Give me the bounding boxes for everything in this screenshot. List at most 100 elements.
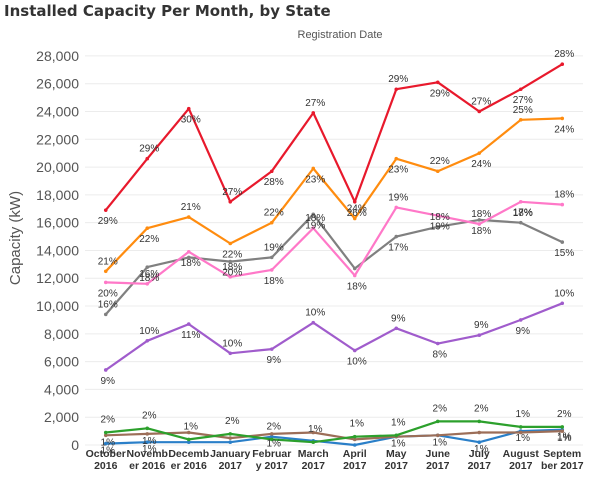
series-line (105, 117, 563, 273)
series-point (560, 62, 565, 67)
data-label: 18% (430, 212, 450, 223)
series-point (394, 156, 399, 161)
series-point (560, 425, 565, 429)
data-label: 25% (513, 105, 533, 116)
series-point (228, 275, 233, 279)
data-label: 18% (139, 273, 159, 284)
data-label: 9% (391, 313, 406, 324)
series-point (394, 326, 399, 331)
series-line (104, 63, 563, 211)
data-label: 18% (471, 209, 491, 220)
x-tick-label: 2017 (468, 460, 492, 472)
data-label: 22% (222, 250, 242, 261)
series-point (560, 202, 565, 207)
series-point (103, 269, 108, 274)
x-tick-label: 2017 (385, 460, 409, 472)
series-point (477, 440, 482, 445)
data-label: 15% (554, 248, 574, 259)
series-point (477, 419, 482, 424)
series-point (518, 430, 523, 435)
y-axis-ticks: 0 2,000 4,000 6,000 8,000 10,000 12,000 14,000 1… (36, 48, 79, 453)
data-label: 10% (554, 288, 574, 299)
series-point (186, 250, 191, 254)
data-label: 18% (347, 281, 367, 292)
data-label: 19% (264, 242, 284, 253)
series-point (311, 440, 316, 445)
data-label: 9% (267, 355, 282, 366)
series-point (560, 301, 565, 306)
data-label: 11% (181, 330, 200, 341)
series-point (186, 255, 191, 260)
data-label: 27% (222, 187, 242, 198)
x-axis-title: Registration Date (298, 29, 383, 41)
data-label: 1% (557, 432, 572, 443)
y-tick-label: 20,000 (36, 159, 79, 175)
x-tick-label: ber 2017 (541, 460, 584, 472)
series-point (477, 151, 482, 155)
data-label: 1% (101, 446, 116, 457)
series-point (103, 441, 108, 446)
series-point (394, 234, 399, 239)
data-label: 23% (388, 165, 408, 176)
data-label: 10% (347, 357, 367, 368)
data-label: 19% (305, 220, 325, 231)
series-point (186, 215, 191, 219)
series-point (352, 273, 357, 278)
series-point (352, 348, 357, 353)
data-label: 22% (139, 234, 159, 245)
series-point (352, 434, 357, 439)
data-label: 27% (471, 96, 491, 107)
y-tick-label: 4,000 (44, 381, 79, 397)
data-label: 19% (388, 192, 408, 203)
series-point (311, 166, 316, 171)
data-label: 18% (222, 262, 242, 273)
y-tick-label: 22,000 (36, 131, 79, 147)
data-label: 2% (557, 409, 572, 420)
data-label: 18% (181, 258, 201, 269)
series-point (269, 220, 274, 225)
series-point (477, 430, 482, 435)
x-tick-label: July (469, 448, 490, 460)
series-point (103, 430, 108, 435)
data-label: 22% (264, 208, 284, 219)
data-label: 9% (101, 376, 116, 387)
series-point (352, 216, 357, 221)
data-label: 1% (516, 409, 531, 420)
series-point (311, 212, 316, 217)
data-label: 28% (264, 177, 284, 188)
data-label: 10% (305, 308, 325, 319)
series-point (518, 87, 523, 92)
data-label: 19% (430, 222, 450, 233)
data-label: 18% (513, 208, 533, 219)
series-point (435, 341, 440, 346)
data-label: 1% (474, 444, 489, 455)
data-label: 1% (516, 433, 531, 444)
series-point (186, 106, 191, 111)
series-point (311, 226, 316, 231)
series-point (435, 80, 440, 85)
series-point (228, 241, 233, 246)
data-label: 27% (305, 98, 325, 109)
data-label: 18% (305, 213, 325, 224)
data-label: 8% (433, 350, 448, 361)
x-tick-label: y 2017 (256, 460, 288, 472)
series-point (145, 226, 150, 231)
y-tick-label: 26,000 (36, 76, 79, 92)
series-point (518, 318, 523, 322)
data-label: 2% (267, 421, 282, 432)
data-label: 21% (98, 256, 118, 267)
series-point (269, 169, 274, 174)
data-label: 29% (98, 216, 118, 227)
x-tick-label: January (210, 448, 250, 460)
data-label: 22% (430, 156, 450, 167)
series-point (394, 87, 399, 92)
data-label: 24% (471, 159, 491, 170)
series-point (311, 111, 316, 115)
data-label: 30% (181, 115, 201, 126)
x-tick-label: October (86, 448, 126, 460)
data-label: 1% (308, 424, 323, 435)
series-point (228, 259, 233, 264)
data-label: 26% (347, 208, 367, 219)
data-label: 24% (554, 124, 574, 135)
